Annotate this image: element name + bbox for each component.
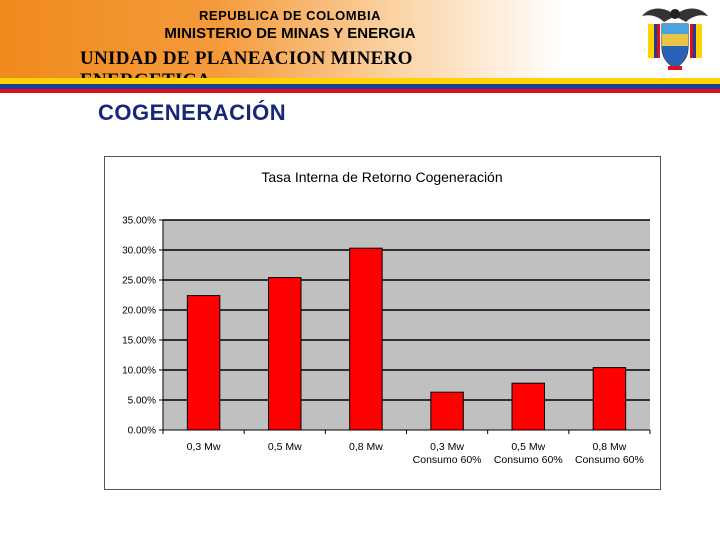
y-tick-label: 30.00% <box>122 246 156 257</box>
header-ministry: MINISTERIO DE MINAS Y ENERGIA <box>164 25 416 42</box>
bar <box>186 295 221 431</box>
plot-area <box>163 220 650 430</box>
x-category-label: 0,3 Mw <box>430 441 464 453</box>
x-category-label: Consumo 60% <box>413 454 482 466</box>
bar <box>592 367 627 431</box>
y-tick-label: 15.00% <box>122 336 156 347</box>
x-category-label: 0,3 Mw <box>187 441 221 453</box>
y-tick-label: 5.00% <box>128 396 156 407</box>
chart-title: Tasa Interna de Retorno Cogeneración <box>261 169 502 185</box>
colombia-coat-of-arms-icon <box>642 8 708 70</box>
flag-stripe-blue <box>0 84 720 89</box>
y-tick-label: 35.00% <box>122 216 156 227</box>
x-category-label: Consumo 60% <box>575 454 644 466</box>
bar <box>349 247 383 431</box>
x-category-label: Consumo 60% <box>494 454 563 466</box>
chart-container: Tasa Interna de Retorno Cogeneración 0.0… <box>104 156 661 490</box>
y-tick-label: 10.00% <box>122 366 156 377</box>
header-republic: REPUBLICA DE COLOMBIA <box>199 8 381 23</box>
flag-stripe-yellow <box>0 78 720 84</box>
bar <box>268 277 302 431</box>
y-tick-label: 0.00% <box>128 426 156 437</box>
page-title: COGENERACIÓN <box>98 100 287 125</box>
y-tick-label: 20.00% <box>122 306 156 317</box>
x-category-label: 0,5 Mw <box>268 441 302 453</box>
x-category-label: 0,5 Mw <box>511 441 545 453</box>
bar <box>430 391 464 431</box>
x-category-label: 0,8 Mw <box>592 441 626 453</box>
header-banner: REPUBLICA DE COLOMBIA MINISTERIO DE MINA… <box>0 0 720 91</box>
x-category-label: 0,8 Mw <box>349 441 383 453</box>
bar <box>511 382 545 431</box>
y-tick-label: 25.00% <box>122 276 156 287</box>
irr-bar-chart: Tasa Interna de Retorno Cogeneración 0.0… <box>122 169 651 466</box>
flag-stripe-red <box>0 89 720 93</box>
